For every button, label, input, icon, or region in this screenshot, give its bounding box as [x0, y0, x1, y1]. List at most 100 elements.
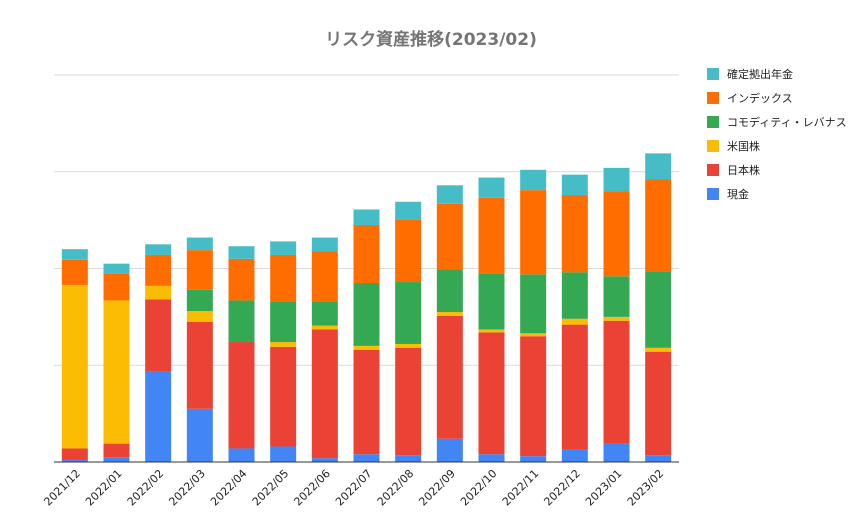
bar-segment: [270, 254, 297, 302]
bar-segment: [353, 283, 380, 346]
legend-swatch: [707, 164, 719, 176]
bar-segment: [645, 153, 672, 180]
bar-segment: [103, 457, 130, 462]
bar-segment: [145, 254, 172, 286]
x-tick-label: 2022/02: [125, 467, 167, 509]
legend-label: インデックス: [727, 91, 793, 105]
bar-segment: [436, 315, 463, 439]
bar-segment: [603, 191, 630, 277]
x-tick-label: 2022/03: [166, 467, 208, 509]
x-tick-labels: 2021/12 2022/01 2022/02 2022/03 2022/04 2022/…: [41, 467, 666, 509]
bar-segment: [520, 456, 547, 462]
bar-segment: [395, 455, 422, 462]
bar-segment: [561, 194, 588, 273]
bar-segment: [520, 336, 547, 457]
bar-segment: [186, 289, 213, 312]
legend-label: 日本株: [727, 163, 760, 177]
bar-segment: [561, 272, 588, 319]
bar-segment: [561, 318, 588, 325]
bar-segment: [186, 237, 213, 251]
bar-segment: [311, 329, 338, 459]
bar-segment: [353, 349, 380, 455]
bar-segment: [270, 301, 297, 343]
bar-segment: [228, 246, 255, 259]
bar-segment: [520, 169, 547, 191]
bar-segment: [603, 276, 630, 317]
bar-segment: [603, 320, 630, 444]
bar-segment: [186, 250, 213, 290]
x-tick-label: 2022/12: [541, 467, 583, 509]
bar-segment: [186, 321, 213, 409]
bar-segment: [353, 209, 380, 225]
bar-segment: [603, 316, 630, 321]
legend-swatch: [707, 140, 719, 152]
bar-segment: [561, 449, 588, 462]
bar-segment: [561, 174, 588, 195]
bar-segment: [228, 342, 255, 449]
x-tick-label: 2022/10: [458, 467, 500, 509]
bar-segment: [270, 346, 297, 447]
bar-segment: [395, 219, 422, 283]
bar-segment: [311, 325, 338, 330]
x-tick-label: 2023/02: [625, 467, 667, 509]
bar-segment: [228, 300, 255, 343]
bar-segment: [603, 443, 630, 462]
legend-swatch: [707, 116, 719, 128]
bar-segment: [478, 177, 505, 198]
bar-segment: [436, 269, 463, 313]
bar-segment: [311, 301, 338, 326]
bar-segment: [645, 271, 672, 348]
bar-segment: [270, 241, 297, 255]
bar-segment: [61, 460, 88, 462]
bar-segment: [478, 454, 505, 462]
bar-segment: [145, 285, 172, 300]
legend-label: 確定拠出年金: [727, 67, 793, 81]
bar-segment: [395, 282, 422, 344]
bar-segment: [603, 167, 630, 192]
bar-segment: [520, 333, 547, 337]
legend-swatch: [707, 92, 719, 104]
bar-segment: [436, 438, 463, 462]
bar-segment: [478, 197, 505, 274]
bar-segment: [645, 179, 672, 272]
bar-segment: [228, 448, 255, 462]
bar-segment: [61, 259, 88, 285]
bar-segment: [145, 244, 172, 255]
bar-segment: [561, 324, 588, 450]
bar-segment: [353, 345, 380, 350]
x-tick-label: 2022/07: [333, 467, 375, 509]
x-tick-label: 2022/09: [416, 467, 458, 509]
bar-segment: [645, 351, 672, 456]
legend-swatch: [707, 188, 719, 200]
bar-segment: [645, 347, 672, 352]
bar-segment: [145, 299, 172, 372]
bar-segment: [311, 251, 338, 302]
bar-segment: [478, 332, 505, 455]
x-tick-label: 2022/04: [208, 467, 250, 509]
bar-segment: [103, 300, 130, 444]
x-tick-label: 2022/05: [250, 467, 292, 509]
bar-segment: [186, 311, 213, 322]
bar-segment: [311, 237, 338, 252]
bar-segment: [186, 408, 213, 462]
bar-segment: [520, 190, 547, 275]
x-tick-label: 2022/01: [83, 467, 125, 509]
legend-label: 米国株: [727, 139, 760, 153]
bar-segment: [353, 224, 380, 284]
bar-segment: [103, 443, 130, 458]
bar-segment: [145, 371, 172, 462]
legend-label: 現金: [727, 187, 749, 201]
bar-segment: [645, 455, 672, 462]
bar-segment: [61, 448, 88, 461]
x-tick-label: 2023/01: [583, 467, 625, 509]
legend-swatch: [707, 68, 719, 80]
bar-segment: [395, 347, 422, 456]
bar-segment: [436, 185, 463, 204]
bar-segment: [311, 458, 338, 462]
bar-segment: [61, 249, 88, 260]
chart-title: リスク資産推移(2023/02): [325, 29, 537, 50]
bar-segment: [478, 329, 505, 333]
bar-segment: [520, 274, 547, 334]
bar-segment: [353, 454, 380, 462]
